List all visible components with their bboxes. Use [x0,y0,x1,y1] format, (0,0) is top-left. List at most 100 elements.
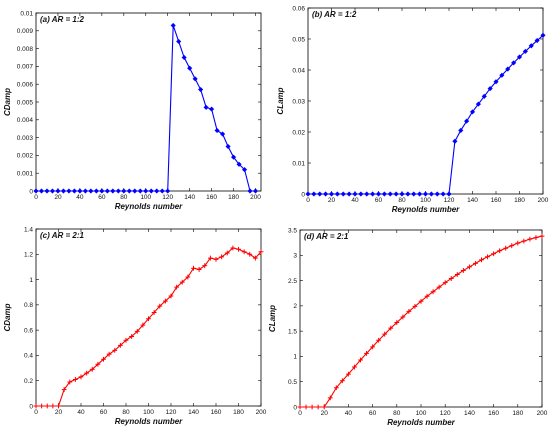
x-tick-label: 120 [440,410,451,417]
x-tick-label: 80 [393,410,401,417]
data-point [230,245,236,251]
y-tick-label: 1 [293,354,297,361]
data-point [387,191,393,197]
data-point [140,322,146,328]
data-point [446,191,452,197]
data-point [467,264,472,270]
y-axis-label: CDamp [3,303,12,331]
data-point [527,236,533,242]
data-point [219,131,226,137]
data-point [38,188,45,194]
data-point [479,257,484,263]
data-point [93,188,99,194]
data-point [321,404,327,410]
data-point [340,191,346,197]
x-tick-label: 40 [351,197,359,204]
panel-title: (c) AR = 2:1 [40,231,84,240]
data-point [406,309,412,314]
x-tick-label: 80 [122,409,130,416]
data-point [241,167,248,173]
data-point [202,263,208,269]
data-point [473,260,478,266]
y-tick-label: 0.003 [17,135,34,142]
x-tick-label: 160 [211,409,222,416]
data-point [405,191,411,197]
panel-2: 0 20 40 60 80 100 120 140 160 180 200 0 0.2 0.4 0.6 0.8… [3,226,267,426]
data-point [196,267,202,272]
x-tick-label: 140 [188,409,199,416]
y-tick-label: 0 [29,403,33,410]
y-tick-label: 0.004 [17,117,34,124]
data-point [381,191,387,197]
y-tick-label: 0 [293,404,297,411]
data-point [448,276,454,281]
data-point [214,127,220,134]
data-point [121,188,127,194]
data-point [39,403,45,409]
data-point [499,72,505,78]
x-axis-label: Reynolds number [387,418,455,427]
data-point [315,404,321,410]
data-point [424,293,430,299]
data-point [236,246,241,252]
y-tick-label: 0.01 [20,10,33,17]
x-tick-label: 140 [467,197,478,204]
x-tick-label: 200 [538,197,549,204]
data-point [509,243,515,249]
data-point [528,43,534,49]
data-point [132,188,138,194]
panel-title: (b) AR = 1:2 [312,10,357,19]
data-point [376,337,382,343]
y-tick-label: 0.007 [17,64,34,71]
y-tick-label: 0.001 [17,171,34,178]
data-point [203,104,209,110]
data-point [258,249,264,255]
data-point [411,191,417,197]
data-point [358,357,363,363]
data-point [241,249,247,255]
data-point [192,76,198,82]
x-tick-label: 60 [375,197,383,204]
data-point [88,188,94,194]
data-point [89,366,95,372]
data-point [418,298,424,304]
y-tick-label: 0.05 [292,36,305,43]
x-tick-label: 80 [398,197,406,204]
y-tick-label: 0.4 [24,353,33,360]
data-point [95,361,101,367]
panel-title: (a) AR = 1:2 [40,15,84,24]
data-point [77,188,83,194]
y-tick-label: 0.005 [17,99,34,106]
y-tick-label: 3.5 [288,227,297,234]
y-tick-label: 0.01 [292,160,305,167]
x-tick-label: 40 [77,409,85,416]
x-tick-label: 160 [488,410,499,417]
data-point [219,254,225,260]
x-tick-label: 100 [416,410,427,417]
data-point [207,255,213,261]
data-point [440,191,446,197]
data-point [475,101,481,107]
data-point [126,188,132,194]
x-tick-label: 180 [233,409,244,416]
data-point [146,316,151,322]
x-tick-label: 20 [55,409,63,416]
data-point [503,245,509,251]
x-tick-label: 40 [345,410,353,417]
data-point [515,240,521,246]
data-point [129,334,135,339]
data-point [84,370,90,376]
data-point [50,403,56,409]
data-point [33,403,39,409]
x-tick-label: 60 [100,409,108,416]
y-tick-label: 1.5 [288,328,297,335]
data-point [181,54,187,61]
data-point [225,143,231,150]
data-point [309,404,315,410]
y-tick-label: 1.4 [24,226,33,233]
y-tick-label: 1.2 [24,252,33,259]
x-tick-label: 140 [464,410,475,417]
data-point [185,274,191,280]
